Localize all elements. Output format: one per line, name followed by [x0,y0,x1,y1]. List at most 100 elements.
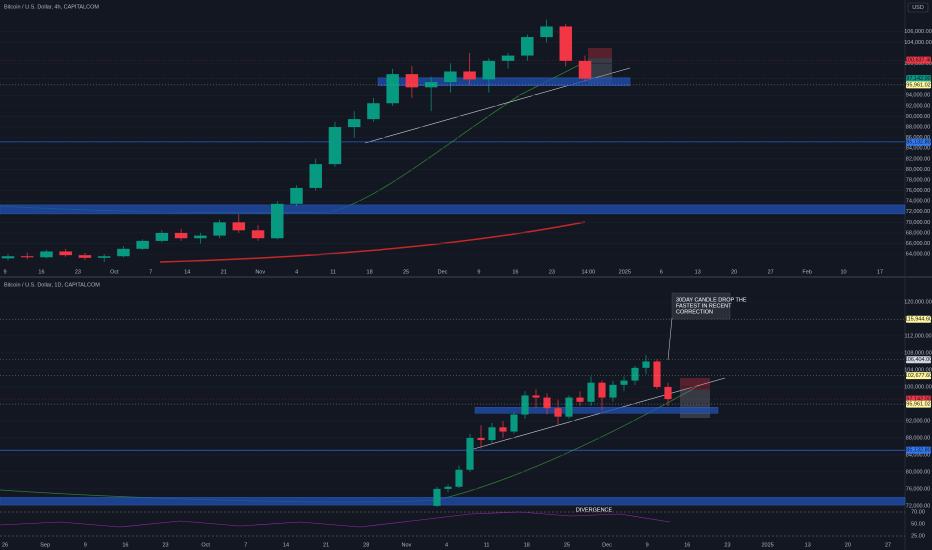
x-tick-label: 21 [323,542,329,548]
x-tick-label: 28 [363,542,369,548]
x-tick-label: 25 [403,269,409,275]
x-tick-label: 2025 [761,542,773,548]
price-tag-label: 85,132.80 [906,448,930,454]
price-tag-label: 95,961.02 [906,82,930,88]
candle-body [347,119,361,128]
candle-body [532,395,540,398]
y-tick-label: 106,000.00 [904,29,932,35]
candle-body [576,397,584,402]
y-tick-label: 72,000.00 [906,503,930,509]
y-tick-label: 82,000.00 [906,156,930,162]
candle-body [290,187,303,204]
x-tick-label: 7 [244,542,247,548]
chart-title: Bitcoin / U.S. Dollar, 4h, CAPITALCOM [4,4,99,10]
y-tick-label: 86,000.00 [906,135,930,141]
x-tick-label: 9 [477,269,480,275]
y-tick-label: 88,000.00 [906,125,930,131]
candle-body [540,26,553,38]
candle-body [510,414,518,432]
candle-body [482,60,496,80]
y-tick-label: 70,000.00 [906,220,930,226]
x-tick-label: 23 [724,542,730,548]
x-tick-label: Nov [255,269,265,275]
y-tick-label: 100,000.00 [904,61,932,67]
annotation-box [671,292,731,320]
candle-body [488,427,496,441]
y-tick-label: 100,000.00 [904,384,932,390]
x-tick-label: 9 [646,542,649,548]
candle-body [386,74,399,104]
candle-body [367,103,380,120]
x-tick-label: 4 [295,269,298,275]
y-tick-label: 80,000.00 [906,167,930,173]
candle-body [213,222,226,236]
candle-body [433,488,441,506]
x-tick-label: 14 [184,269,190,275]
ma-red [159,221,586,263]
y-tick-label: 66,000.00 [906,241,930,247]
candle-body [1,256,15,259]
currency-box [907,2,929,13]
x-tick-label: Nov [401,542,411,548]
candle-body [587,382,595,402]
candle-body [78,255,92,258]
price-tag [906,446,931,454]
x-tick-label: 23 [549,269,555,275]
x-tick-label: 6 [660,269,663,275]
price-tag-label: 97,142.00 [906,76,930,82]
price-tag-label: 85,132.80 [906,140,930,146]
x-tick-label: 27 [768,269,774,275]
price-tag [906,81,931,89]
candle-body [559,26,573,61]
candle-body [117,248,130,257]
y-tick-label: 104,000.00 [904,367,932,373]
candle-body [444,486,452,489]
candle-body [444,71,457,83]
candle-body [664,386,672,400]
candle-body [642,361,650,368]
y-tick-label: 84,000.00 [906,146,930,152]
rsi-tick-label: 70.00 [911,509,925,515]
candle-body [251,230,265,239]
candle-body [155,232,169,241]
candle-body [40,251,53,258]
x-tick-label: 11 [484,542,490,548]
y-tick-label: 120,000.00 [904,299,932,305]
annotation: CORRECTION [676,309,713,315]
price-tag [906,372,931,380]
y-tick-label: 84,000.00 [906,452,930,458]
candle-body [543,397,551,409]
price-tag [906,315,931,323]
chart-title: Bitcoin / U.S. Dollar, 1D, CAPITALCOM [4,282,100,288]
x-tick-label: 13 [695,269,701,275]
rsi-annotation: DIVERGENCE [576,507,613,513]
rsi-tick-label: 25.00 [911,533,925,539]
price-tag [906,75,931,83]
y-tick-label: 80,000.00 [906,469,930,475]
y-tick-label: 64,000.00 [906,252,930,258]
price-tag [906,138,931,146]
x-tick-label: 21 [221,269,227,275]
x-tick-label: 16 [122,542,128,548]
annotation-pointer [667,317,673,361]
candle-body [477,437,485,441]
x-tick-label: 16 [512,269,518,275]
x-tick-label: 16 [684,542,690,548]
x-tick-label: 11 [330,269,336,275]
y-tick-label: 74,000.00 [906,199,930,205]
x-tick-label: 7 [149,269,152,275]
price-tag-label: 95,961.02 [906,402,930,408]
candle-body [194,235,207,239]
zone [0,204,906,215]
x-tick-label: 9 [3,269,6,275]
y-tick-label: 90,000.00 [906,114,930,120]
price-tag [906,356,931,364]
price-tag-label: 106,404.00 [905,357,932,363]
price-tag-label: 97,142.00 [906,397,930,403]
y-tick-label: 92,000.00 [906,418,930,424]
zone [377,77,631,87]
x-tick-label: 16 [38,269,44,275]
annotation: FASTEST IN RECENT [676,303,732,309]
y-tick-label: 88,000.00 [906,435,930,441]
candle-body [463,71,476,80]
